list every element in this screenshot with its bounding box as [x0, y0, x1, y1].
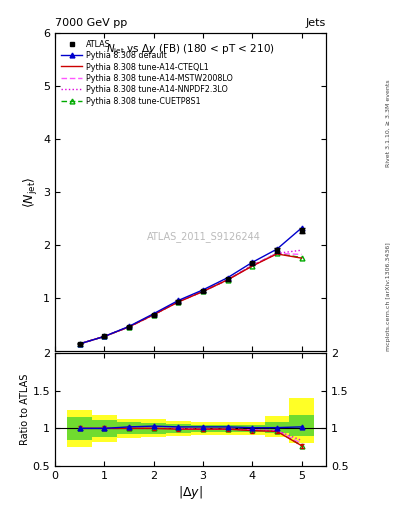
- X-axis label: $|\Delta y|$: $|\Delta y|$: [178, 483, 203, 501]
- Text: Rivet 3.1.10, ≥ 3.3M events: Rivet 3.1.10, ≥ 3.3M events: [386, 79, 391, 167]
- Text: $N_{\mathrm{jet}}$ vs $\Delta y$ (FB) (180 < pT < 210): $N_{\mathrm{jet}}$ vs $\Delta y$ (FB) (1…: [106, 43, 275, 57]
- Text: ATLAS_2011_S9126244: ATLAS_2011_S9126244: [147, 231, 261, 242]
- Legend: ATLAS, Pythia 8.308 default, Pythia 8.308 tune-A14-CTEQL1, Pythia 8.308 tune-A14: ATLAS, Pythia 8.308 default, Pythia 8.30…: [59, 37, 235, 108]
- Text: 7000 GeV pp: 7000 GeV pp: [55, 18, 127, 28]
- Y-axis label: Ratio to ATLAS: Ratio to ATLAS: [20, 374, 30, 445]
- Text: mcplots.cern.ch [arXiv:1306.3436]: mcplots.cern.ch [arXiv:1306.3436]: [386, 243, 391, 351]
- Text: Jets: Jets: [306, 18, 326, 28]
- Y-axis label: $\langle N_{\mathrm{jet}}\rangle$: $\langle N_{\mathrm{jet}}\rangle$: [22, 176, 40, 208]
